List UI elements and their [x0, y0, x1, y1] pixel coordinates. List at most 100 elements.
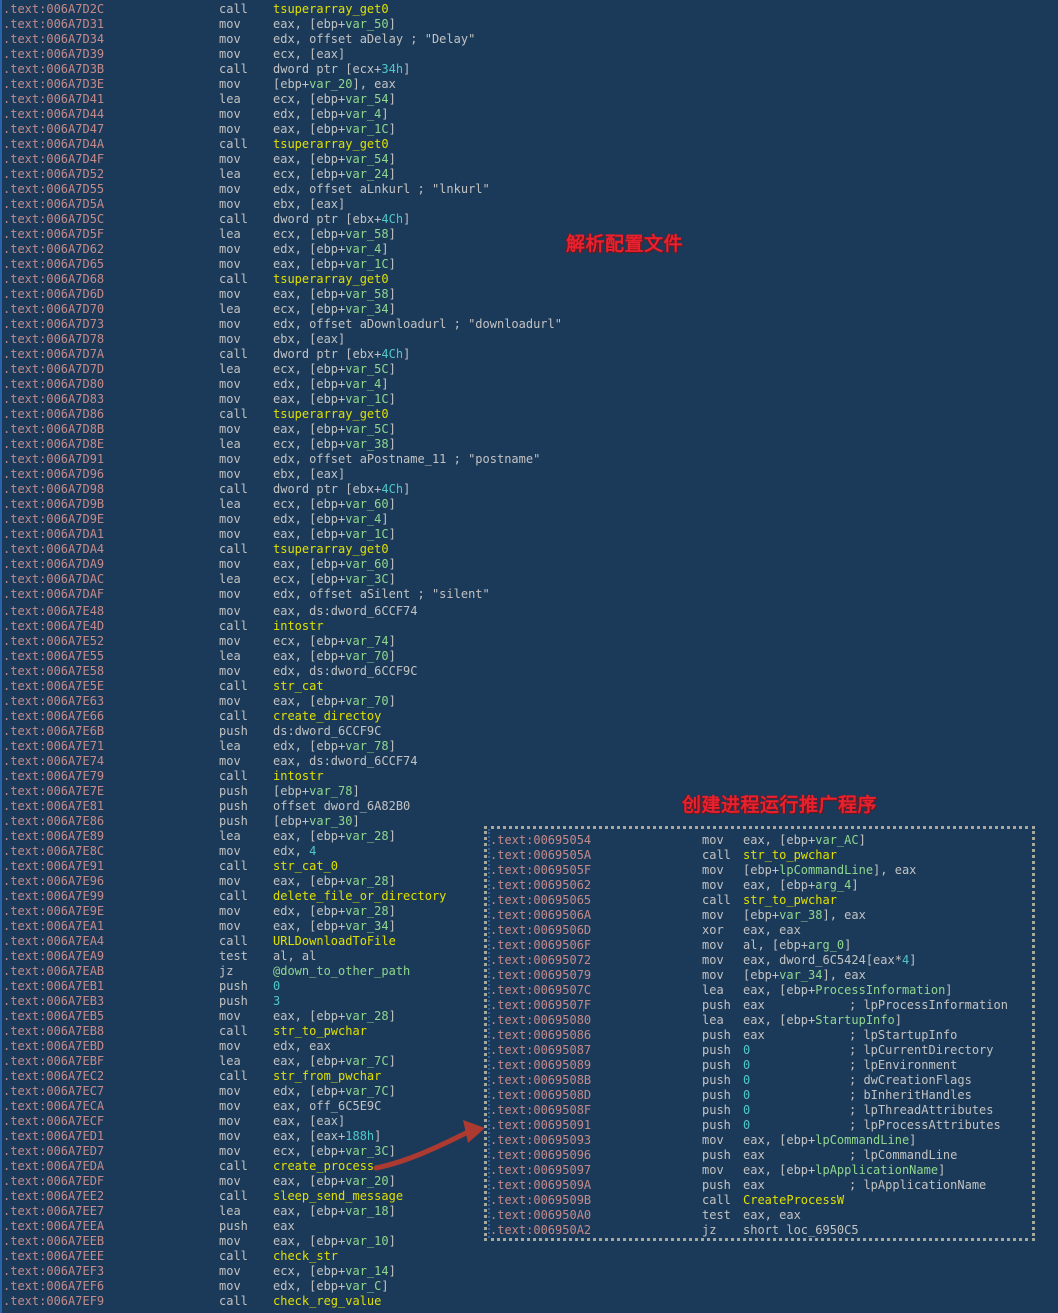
- asm-line[interactable]: .text:006A7E81 push offset dword_6A82B0: [3, 799, 1053, 814]
- asm-line[interactable]: .text:006A7D5C call dword ptr [ebx+4Ch]: [3, 212, 1053, 227]
- asm-line[interactable]: .text:006A7E48 mov eax, ds:dword_6CCF74: [3, 604, 1053, 619]
- asm-line[interactable]: .text:0069505A call str_to_pwchar: [490, 848, 1027, 863]
- asm-line[interactable]: .text:0069506D xor eax, eax: [490, 923, 1027, 938]
- asm-line[interactable]: .text:006A7E91 call str_cat_0: [3, 859, 1053, 874]
- asm-line[interactable]: .text:006A7D5F lea ecx, [ebp+var_58]: [3, 227, 1053, 242]
- asm-line[interactable]: .text:006A7EF6 mov edx, [ebp+var_C]: [3, 1279, 1053, 1294]
- asm-line[interactable]: .text:006A7D41 lea ecx, [ebp+var_54]: [3, 92, 1053, 107]
- asm-line[interactable]: .text:006A7D34 mov edx, offset aDelay ; "D…: [3, 32, 1053, 47]
- asm-line[interactable]: .text:006A7E9E mov edx, [ebp+var_28]: [3, 904, 1053, 919]
- asm-line[interactable]: .text:006A7EEE call check_str: [3, 1249, 1053, 1264]
- asm-line[interactable]: .text:006A7D98 call dword ptr [ebx+4Ch]: [3, 482, 1053, 497]
- asm-line[interactable]: .text:006A7D55 mov edx, offset aLnkurl ; "…: [3, 182, 1053, 197]
- asm-line[interactable]: .text:0069506A mov [ebp+var_38], eax: [490, 908, 1027, 923]
- asm-line[interactable]: .text:006A7EB1 push 0: [3, 979, 1053, 994]
- asm-line[interactable]: .text:006A7DAC lea ecx, [ebp+var_3C]: [3, 572, 1053, 587]
- asm-line[interactable]: .text:006A7D8E lea ecx, [ebp+var_38]: [3, 437, 1053, 452]
- asm-line[interactable]: .text:00695062 mov eax, [ebp+arg_4]: [490, 878, 1027, 893]
- asm-line[interactable]: .text:00695086 push eax ; lpStartupInfo: [490, 1028, 1027, 1043]
- asm-line[interactable]: .text:006A7E8C mov edx, 4: [3, 844, 1053, 859]
- asm-line[interactable]: .text:006A7DA9 mov eax, [ebp+var_60]: [3, 557, 1053, 572]
- asm-line[interactable]: .text:00695079 mov [ebp+var_34], eax: [490, 968, 1027, 983]
- asm-line[interactable]: .text:0069506F mov al, [ebp+arg_0]: [490, 938, 1027, 953]
- asm-line[interactable]: .text:006A7D86 call tsuperarray_get0: [3, 407, 1053, 422]
- asm-line[interactable]: .text:006A7D9B lea ecx, [ebp+var_60]: [3, 497, 1053, 512]
- asm-line[interactable]: .text:0069509A push eax ; lpApplicationName: [490, 1178, 1027, 1193]
- asm-line[interactable]: .text:006A7D6D mov eax, [ebp+var_58]: [3, 287, 1053, 302]
- asm-line[interactable]: .text:006A7EA9 test al, al: [3, 949, 1053, 964]
- asm-line[interactable]: .text:006A7D31 mov eax, [ebp+var_50]: [3, 17, 1053, 32]
- asm-line[interactable]: .text:006A7D9E mov edx, [ebp+var_4]: [3, 512, 1053, 527]
- asm-line[interactable]: .text:006A7EA1 mov eax, [ebp+var_34]: [3, 919, 1053, 934]
- asm-line[interactable]: .text:006A7EF3 mov ecx, [ebp+var_14]: [3, 1264, 1053, 1279]
- asm-line[interactable]: .text:00695072 mov eax, dword_6C5424[eax*4…: [490, 953, 1027, 968]
- asm-line[interactable]: .text:00695065 call str_to_pwchar: [490, 893, 1027, 908]
- asm-line[interactable]: .text:006A7EE2 call sleep_send_message: [3, 1189, 1053, 1204]
- asm-line[interactable]: .text:0069508D push 0 ; bInheritHandles: [490, 1088, 1027, 1103]
- asm-line[interactable]: .text:0069507C lea eax, [ebp+ProcessInform…: [490, 983, 1027, 998]
- asm-line[interactable]: .text:006A7EDF mov eax, [ebp+var_20]: [3, 1174, 1053, 1189]
- asm-line[interactable]: .text:006A7D39 mov ecx, [eax]: [3, 47, 1053, 62]
- asm-line[interactable]: .text:006A7D5A mov ebx, [eax]: [3, 197, 1053, 212]
- asm-line[interactable]: .text:006A7D80 mov edx, [ebp+var_4]: [3, 377, 1053, 392]
- asm-line[interactable]: .text:00695096 push eax ; lpCommandLine: [490, 1148, 1027, 1163]
- asm-line[interactable]: .text:006A7ECA mov eax, off_6C5E9C: [3, 1099, 1053, 1114]
- asm-line[interactable]: .text:006A7E96 mov eax, [ebp+var_28]: [3, 874, 1053, 889]
- asm-line[interactable]: .text:00695091 push 0 ; lpProcessAttributes: [490, 1118, 1027, 1133]
- asm-line[interactable]: .text:006A7EB3 push 3: [3, 994, 1053, 1009]
- asm-line[interactable]: .text:006A7DAF mov edx, offset aSilent ; "…: [3, 587, 1053, 602]
- asm-line[interactable]: .text:006A7D44 mov edx, [ebp+var_4]: [3, 107, 1053, 122]
- asm-line[interactable]: .text:006A7EEB mov eax, [ebp+var_10]: [3, 1234, 1053, 1249]
- asm-line[interactable]: .text:00695080 lea eax, [ebp+StartupInfo]: [490, 1013, 1027, 1028]
- asm-line[interactable]: .text:006A7DA4 call tsuperarray_get0: [3, 542, 1053, 557]
- asm-line[interactable]: .text:006A7D78 mov ebx, [eax]: [3, 332, 1053, 347]
- asm-line[interactable]: .text:0069508B push 0 ; dwCreationFlags: [490, 1073, 1027, 1088]
- asm-line[interactable]: .text:006950A2 jz short loc_6950C5: [490, 1223, 1027, 1238]
- asm-line[interactable]: .text:006A7D3B call dword ptr [ecx+34h]: [3, 62, 1053, 77]
- asm-line[interactable]: .text:00695097 mov eax, [ebp+lpApplication…: [490, 1163, 1027, 1178]
- asm-line[interactable]: .text:006A7EEA push eax: [3, 1219, 1053, 1234]
- asm-line[interactable]: .text:006950A0 test eax, eax: [490, 1208, 1027, 1223]
- asm-line[interactable]: .text:006A7ED1 mov eax, [eax+188h]: [3, 1129, 1053, 1144]
- asm-line[interactable]: .text:006A7D96 mov ebx, [eax]: [3, 467, 1053, 482]
- asm-line[interactable]: .text:006A7D52 lea ecx, [ebp+var_24]: [3, 167, 1053, 182]
- asm-line[interactable]: .text:006A7E4D call intostr: [3, 619, 1053, 634]
- asm-line[interactable]: .text:006A7E99 call delete_file_or_directo…: [3, 889, 1053, 904]
- asm-line[interactable]: .text:006A7D4F mov eax, [ebp+var_54]: [3, 152, 1053, 167]
- asm-line[interactable]: .text:006A7E86 push [ebp+var_30]: [3, 814, 1053, 829]
- asm-line[interactable]: .text:0069509B call CreateProcessW: [490, 1193, 1027, 1208]
- asm-line[interactable]: .text:006A7E79 call intostr: [3, 769, 1053, 784]
- asm-line[interactable]: .text:006A7D73 mov edx, offset aDownloadur…: [3, 317, 1053, 332]
- asm-line[interactable]: .text:006A7ECF mov eax, [eax]: [3, 1114, 1053, 1129]
- asm-line[interactable]: .text:006A7D62 mov edx, [ebp+var_4]: [3, 242, 1053, 257]
- asm-line[interactable]: .text:006A7D3E mov [ebp+var_20], eax: [3, 77, 1053, 92]
- asm-line[interactable]: .text:006A7D4A call tsuperarray_get0: [3, 137, 1053, 152]
- asm-line[interactable]: .text:006A7E74 mov eax, ds:dword_6CCF74: [3, 754, 1053, 769]
- asm-line[interactable]: .text:006A7E55 lea eax, [ebp+var_70]: [3, 649, 1053, 664]
- asm-line[interactable]: .text:006A7EC2 call str_from_pwchar: [3, 1069, 1053, 1084]
- asm-line[interactable]: .text:006A7E7E push [ebp+var_78]: [3, 784, 1053, 799]
- asm-line[interactable]: .text:006A7EA4 call URLDownloadToFile: [3, 934, 1053, 949]
- asm-line[interactable]: .text:006A7D8B mov eax, [ebp+var_5C]: [3, 422, 1053, 437]
- asm-line[interactable]: .text:006A7E66 call create_directoy: [3, 709, 1053, 724]
- asm-line[interactable]: .text:006A7D70 lea ecx, [ebp+var_34]: [3, 302, 1053, 317]
- asm-line[interactable]: .text:006A7EBF lea eax, [ebp+var_7C]: [3, 1054, 1053, 1069]
- asm-line[interactable]: .text:006A7E63 mov eax, [ebp+var_70]: [3, 694, 1053, 709]
- asm-line[interactable]: .text:006A7D68 call tsuperarray_get0: [3, 272, 1053, 287]
- asm-line[interactable]: .text:00695054 mov eax, [ebp+var_AC]: [490, 833, 1027, 848]
- asm-line[interactable]: .text:006A7D83 mov eax, [ebp+var_1C]: [3, 392, 1053, 407]
- asm-line[interactable]: .text:006A7E71 lea edx, [ebp+var_78]: [3, 739, 1053, 754]
- asm-line[interactable]: .text:006A7EF9 call check_reg_value: [3, 1294, 1053, 1309]
- asm-line[interactable]: .text:006A7D2C call tsuperarray_get0: [3, 2, 1053, 17]
- asm-line[interactable]: .text:006A7E52 mov ecx, [ebp+var_74]: [3, 634, 1053, 649]
- asm-line[interactable]: .text:0069508F push 0 ; lpThreadAttributes: [490, 1103, 1027, 1118]
- asm-line[interactable]: .text:006A7E6B push ds:dword_6CCF9C: [3, 724, 1053, 739]
- asm-line[interactable]: .text:006A7D7A call dword ptr [ebx+4Ch]: [3, 347, 1053, 362]
- asm-line[interactable]: .text:006A7E58 mov edx, ds:dword_6CCF9C: [3, 664, 1053, 679]
- asm-line[interactable]: .text:0069505F mov [ebp+lpCommandLine], ea…: [490, 863, 1027, 878]
- asm-line[interactable]: .text:006A7D91 mov edx, offset aPostname_1…: [3, 452, 1053, 467]
- asm-line[interactable]: .text:006A7EE7 lea eax, [ebp+var_18]: [3, 1204, 1053, 1219]
- asm-line[interactable]: .text:006A7EB8 call str_to_pwchar: [3, 1024, 1053, 1039]
- asm-line[interactable]: .text:006A7E5E call str_cat: [3, 679, 1053, 694]
- asm-line[interactable]: .text:006A7D47 mov eax, [ebp+var_1C]: [3, 122, 1053, 137]
